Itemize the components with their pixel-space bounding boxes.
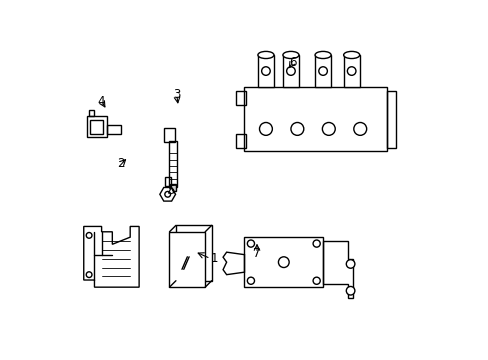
Bar <box>170 184 176 191</box>
Text: 2: 2 <box>117 157 125 170</box>
Bar <box>89 111 94 116</box>
Circle shape <box>261 67 270 75</box>
Circle shape <box>346 67 355 75</box>
Text: 5: 5 <box>167 184 175 197</box>
Bar <box>257 55 273 87</box>
Circle shape <box>312 277 320 284</box>
Text: 3: 3 <box>173 88 180 101</box>
Polygon shape <box>160 188 175 201</box>
Bar <box>235 134 245 148</box>
Bar <box>244 237 323 287</box>
Circle shape <box>86 272 92 278</box>
Circle shape <box>164 192 170 197</box>
Text: 4: 4 <box>98 95 105 108</box>
Circle shape <box>353 122 366 135</box>
Circle shape <box>346 287 354 295</box>
Polygon shape <box>176 225 211 281</box>
Circle shape <box>312 240 320 247</box>
Circle shape <box>322 122 335 135</box>
Bar <box>283 55 298 87</box>
Ellipse shape <box>283 51 298 59</box>
Ellipse shape <box>343 51 359 59</box>
Ellipse shape <box>257 51 273 59</box>
Circle shape <box>86 233 92 238</box>
Ellipse shape <box>314 51 330 59</box>
Bar <box>90 120 102 134</box>
Polygon shape <box>169 232 205 287</box>
Bar <box>314 55 330 87</box>
Bar <box>164 128 175 143</box>
Bar <box>244 87 386 152</box>
Circle shape <box>278 257 288 267</box>
Circle shape <box>286 67 295 75</box>
Circle shape <box>346 260 354 268</box>
Bar <box>168 141 177 187</box>
Circle shape <box>318 67 326 75</box>
Text: 1: 1 <box>210 252 218 265</box>
Circle shape <box>290 122 303 135</box>
Text: 6: 6 <box>288 55 296 69</box>
Circle shape <box>247 277 254 284</box>
Bar <box>235 91 245 105</box>
Text: 7: 7 <box>253 247 260 260</box>
Bar <box>386 91 395 148</box>
Bar <box>107 125 121 134</box>
Circle shape <box>247 240 254 247</box>
Bar <box>343 55 359 87</box>
Bar <box>164 177 170 186</box>
Circle shape <box>259 122 272 135</box>
